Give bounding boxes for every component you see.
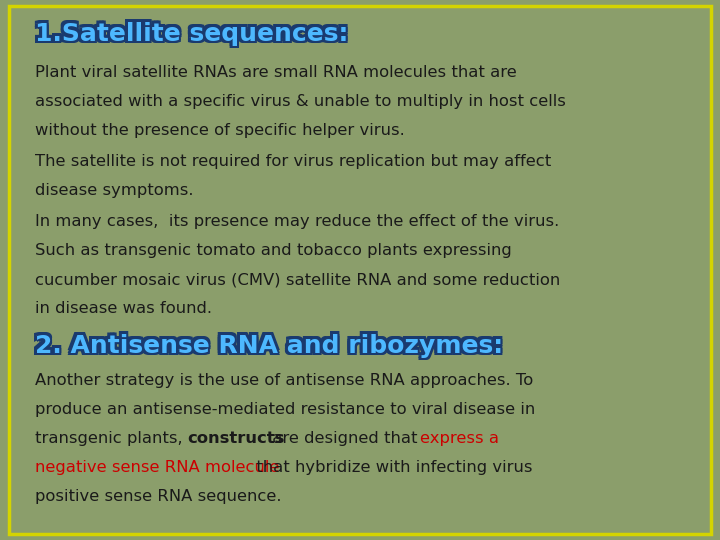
Text: 1.Satellite sequences:: 1.Satellite sequences: bbox=[37, 24, 350, 48]
Text: Another strategy is the use of antisense RNA approaches. To: Another strategy is the use of antisense… bbox=[35, 373, 533, 388]
Text: 2. Antisense RNA and ribozymes:: 2. Antisense RNA and ribozymes: bbox=[35, 336, 503, 360]
Text: 2. Antisense RNA and ribozymes:: 2. Antisense RNA and ribozymes: bbox=[35, 331, 503, 355]
Text: In many cases,  its presence may reduce the effect of the virus.: In many cases, its presence may reduce t… bbox=[35, 214, 559, 229]
Text: express a: express a bbox=[420, 431, 499, 446]
Text: 1.Satellite sequences:: 1.Satellite sequences: bbox=[35, 19, 348, 43]
Text: 1.Satellite sequences:: 1.Satellite sequences: bbox=[33, 23, 346, 47]
Text: 1.Satellite sequences:: 1.Satellite sequences: bbox=[36, 23, 349, 47]
Text: produce an antisense-mediated resistance to viral disease in: produce an antisense-mediated resistance… bbox=[35, 402, 535, 417]
Text: 1.Satellite sequences:: 1.Satellite sequences: bbox=[32, 19, 346, 43]
Text: 1.Satellite sequences:: 1.Satellite sequences: bbox=[37, 22, 351, 45]
Text: 2. Antisense RNA and ribozymes:: 2. Antisense RNA and ribozymes: bbox=[37, 331, 505, 355]
Text: are designed that: are designed that bbox=[267, 431, 423, 446]
Text: 1.Satellite sequences:: 1.Satellite sequences: bbox=[37, 19, 350, 43]
Text: that hybridize with infecting virus: that hybridize with infecting virus bbox=[251, 460, 533, 475]
Text: Plant viral satellite RNAs are small RNA molecules that are: Plant viral satellite RNAs are small RNA… bbox=[35, 65, 516, 80]
Text: 1.Satellite sequences:: 1.Satellite sequences: bbox=[32, 24, 346, 48]
Text: negative sense RNA molecule: negative sense RNA molecule bbox=[35, 460, 279, 475]
Text: 2. Antisense RNA and ribozymes:: 2. Antisense RNA and ribozymes: bbox=[37, 334, 505, 357]
Text: 1.Satellite sequences:: 1.Satellite sequences: bbox=[35, 24, 348, 48]
Text: constructs: constructs bbox=[187, 431, 284, 446]
Text: The satellite is not required for virus replication but may affect: The satellite is not required for virus … bbox=[35, 154, 551, 169]
Text: associated with a specific virus & unable to multiply in host cells: associated with a specific virus & unabl… bbox=[35, 94, 565, 109]
Text: disease symptoms.: disease symptoms. bbox=[35, 183, 193, 198]
Text: without the presence of specific helper virus.: without the presence of specific helper … bbox=[35, 123, 405, 138]
Text: in disease was found.: in disease was found. bbox=[35, 301, 212, 316]
Text: 2. Antisense RNA and ribozymes:: 2. Antisense RNA and ribozymes: bbox=[32, 334, 500, 357]
Text: 2. Antisense RNA and ribozymes:: 2. Antisense RNA and ribozymes: bbox=[36, 335, 504, 359]
Text: positive sense RNA sequence.: positive sense RNA sequence. bbox=[35, 489, 281, 504]
Text: 2. Antisense RNA and ribozymes:: 2. Antisense RNA and ribozymes: bbox=[33, 335, 501, 359]
Text: transgenic plants,: transgenic plants, bbox=[35, 431, 187, 446]
Text: Such as transgenic tomato and tobacco plants expressing: Such as transgenic tomato and tobacco pl… bbox=[35, 243, 511, 258]
Text: 1.Satellite sequences:: 1.Satellite sequences: bbox=[35, 22, 348, 45]
Text: 2. Antisense RNA and ribozymes:: 2. Antisense RNA and ribozymes: bbox=[32, 331, 500, 355]
Text: 2. Antisense RNA and ribozymes:: 2. Antisense RNA and ribozymes: bbox=[35, 334, 503, 357]
Text: 2. Antisense RNA and ribozymes:: 2. Antisense RNA and ribozymes: bbox=[37, 336, 505, 360]
Text: 2. Antisense RNA and ribozymes:: 2. Antisense RNA and ribozymes: bbox=[32, 336, 500, 360]
Text: cucumber mosaic virus (CMV) satellite RNA and some reduction: cucumber mosaic virus (CMV) satellite RN… bbox=[35, 272, 560, 287]
Text: 1.Satellite sequences:: 1.Satellite sequences: bbox=[32, 22, 345, 45]
